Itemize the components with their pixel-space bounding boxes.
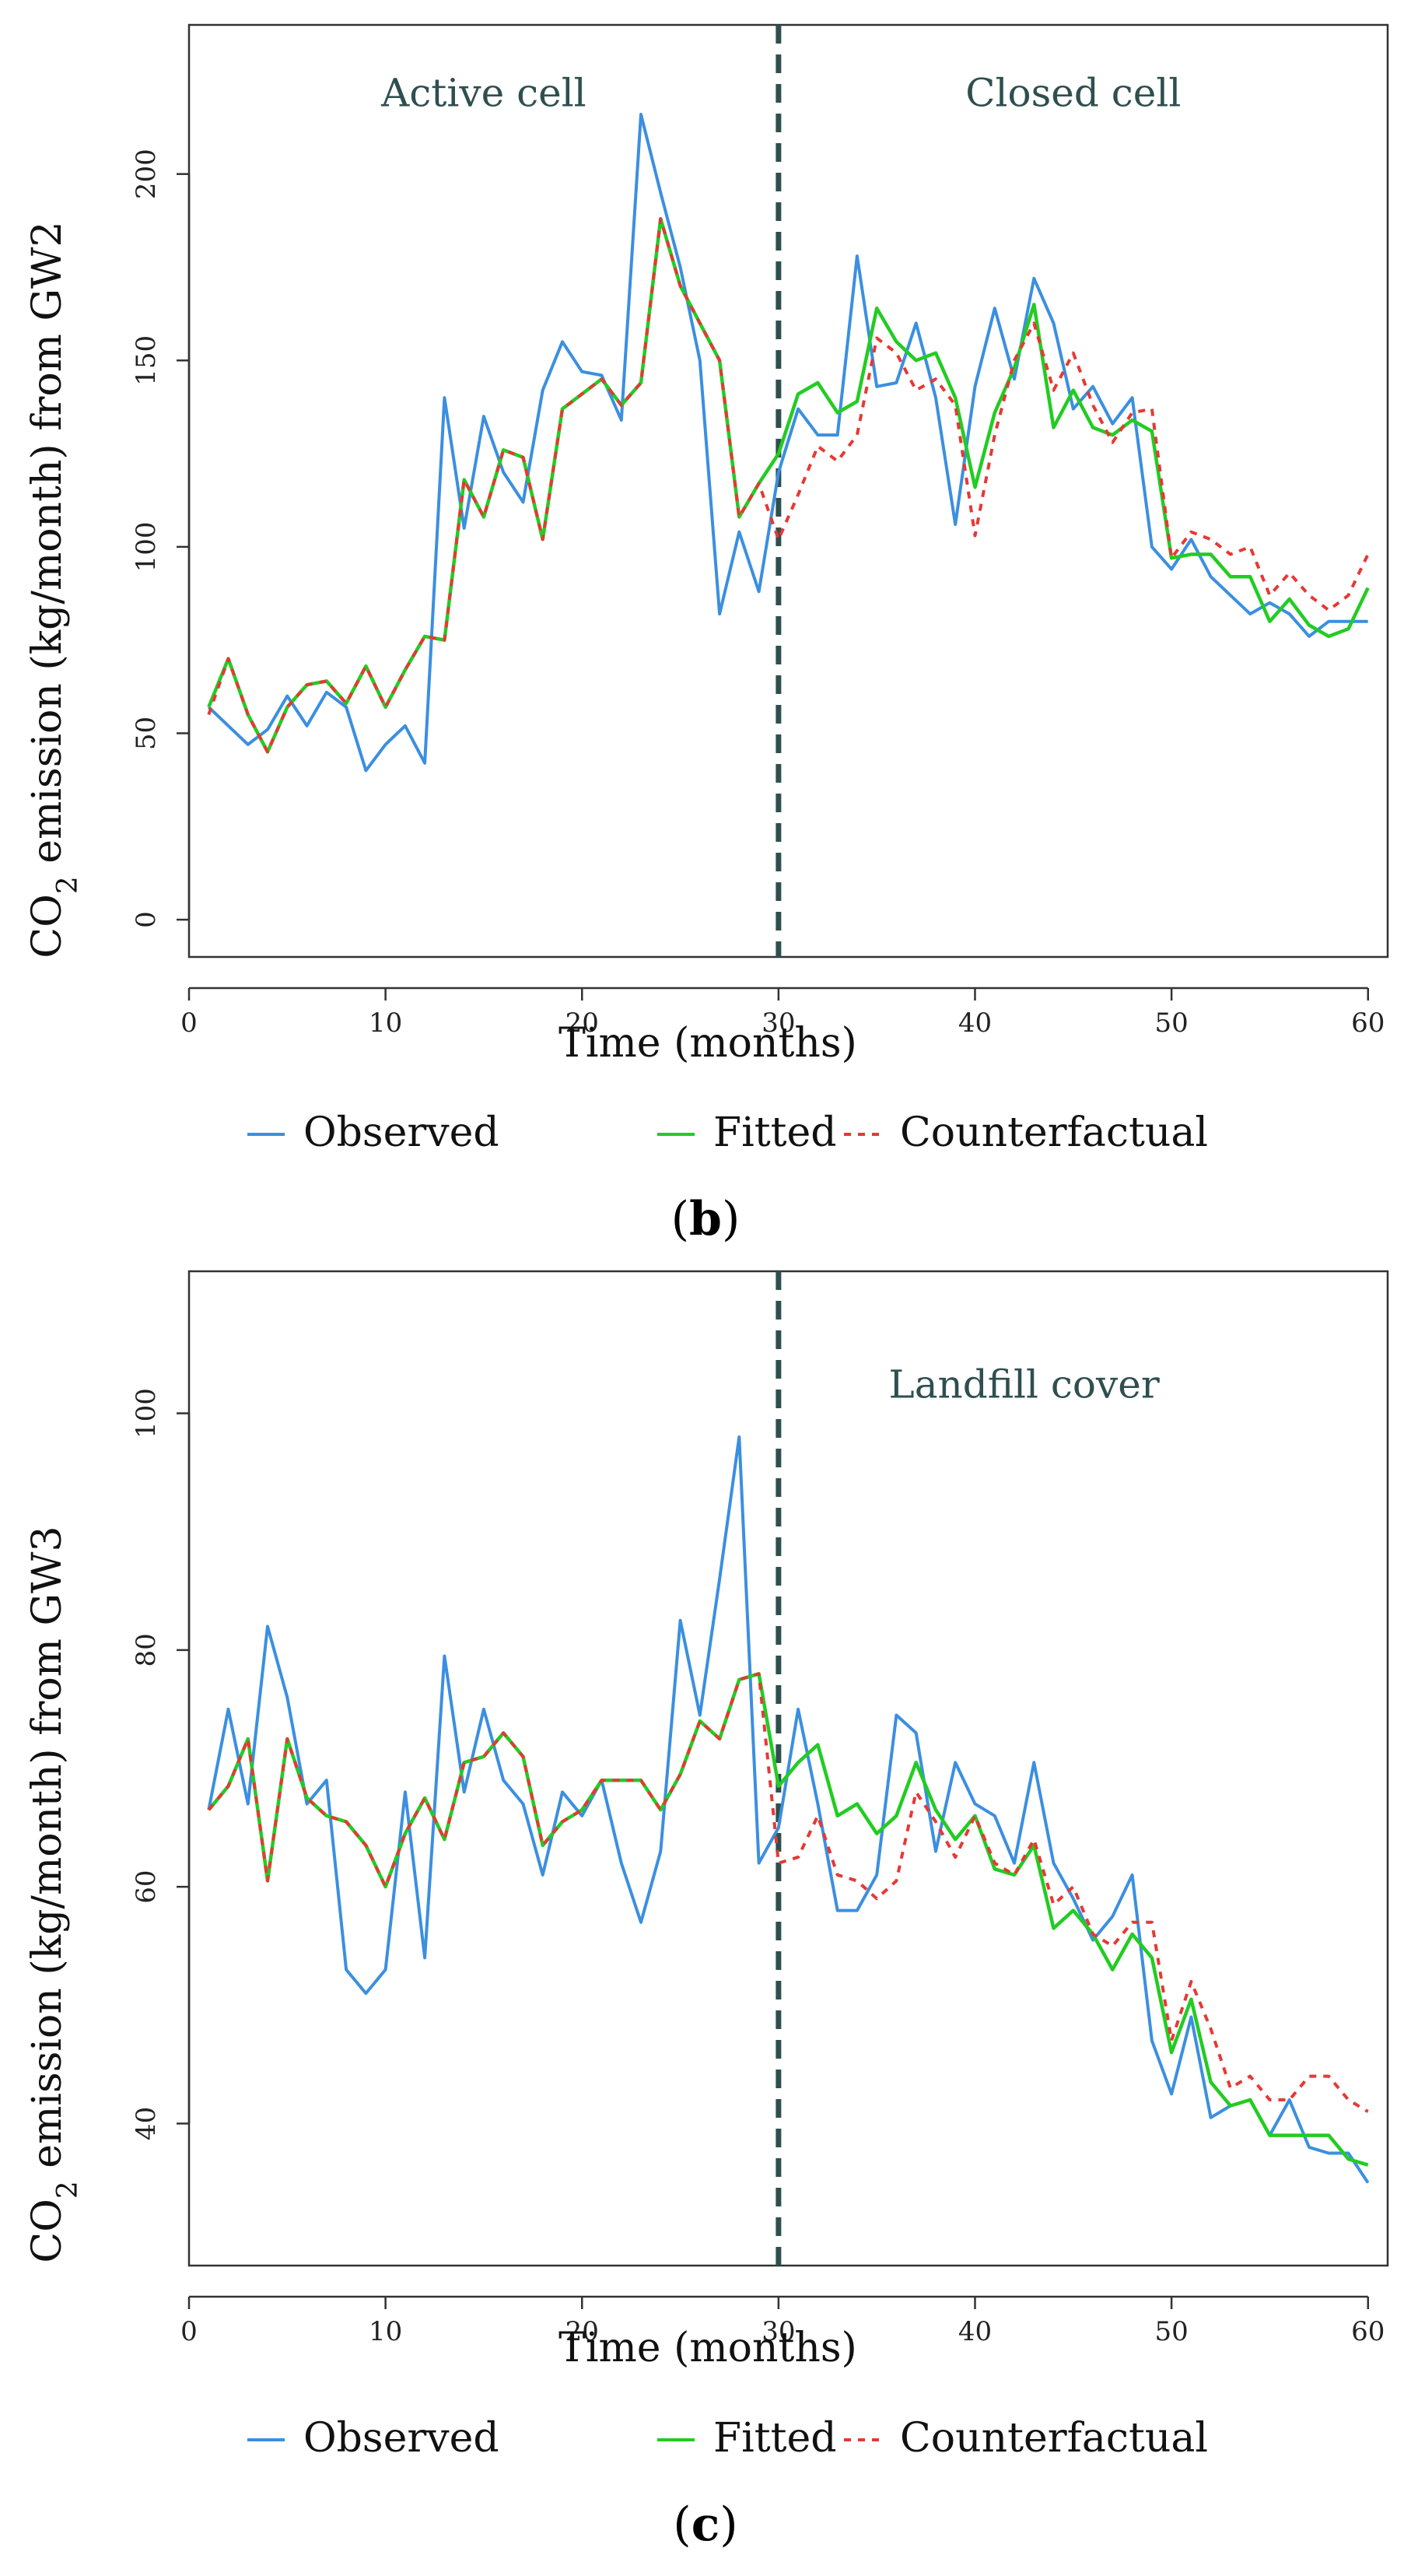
chart-c-x-tick-label: 60: [1351, 2316, 1385, 2347]
chart-c-x-tick-label: 40: [958, 2316, 992, 2347]
chart-b-series-observed: [207, 113, 1368, 773]
chart-b-x-tick-label: 60: [1351, 1008, 1385, 1039]
legend-b-label-counterfactual: Counterfactual: [900, 1109, 1208, 1156]
legend-c-label-observed: Observed: [303, 2415, 499, 2462]
chart-b-y-tick-label: 50: [131, 717, 162, 750]
chart-b-ylabel: CO2 emission (kg/month) from GW2: [24, 221, 84, 958]
chart-c-y-tick-label: 40: [131, 2107, 162, 2140]
chart-b-x-tick-label: 30: [762, 1008, 795, 1039]
chart-c-y-tick-label: 100: [131, 1388, 162, 1439]
panel-label-b: (b): [671, 1192, 741, 1246]
chart-b-xlabel: Time (months): [558, 1020, 857, 1067]
chart-b-x-tick-label: 0: [180, 1008, 198, 1039]
chart-c-x-tick-label: 30: [762, 2316, 795, 2347]
chart-b-y-tick-label: 0: [131, 911, 162, 928]
chart-c-x-tick-label: 10: [369, 2316, 402, 2347]
legend-b-label-fitted: Fitted: [713, 1109, 837, 1156]
chart-panel-c: 0 10 20 30 40 50 60 40 60 80 100 Landfill cover Tim…: [24, 1270, 1389, 2552]
chart-c-legend: Observed Fitted Counterfactual: [247, 2415, 1208, 2462]
legend-c-label-fitted: Fitted: [713, 2415, 837, 2462]
chart-c-annotation-1: Landfill cover: [888, 1362, 1159, 1407]
legend-b-label-observed: Observed: [303, 1109, 499, 1156]
chart-c-x-tick-label: 0: [180, 2316, 198, 2347]
chart-c-x-tick-label: 50: [1154, 2316, 1188, 2347]
chart-b-plot-frame: [187, 23, 1389, 959]
chart-c-series-counterfactual: [207, 1672, 1369, 2113]
chart-c-y-tick-label: 80: [131, 1633, 162, 1667]
chart-c-xlabel: Time (months): [558, 2325, 857, 2371]
chart-b-x-tick-label: 20: [565, 1008, 599, 1039]
chart-b-marks: 0 10 20 30 40 50 60 0 50 100 150 200 Active cell Clos…: [131, 23, 1389, 1039]
chart-b-series-fitted: [207, 216, 1370, 754]
chart-b-y-tick-label: 100: [131, 521, 162, 572]
chart-panel-b: 0 10 20 30 40 50 60 0 50 100 150 200 Active cell Clos…: [24, 23, 1389, 1246]
chart-c-ylabel: CO2 emission (kg/month) from GW3: [24, 1526, 84, 2262]
chart-c-y-tick-label: 60: [131, 1870, 162, 1904]
legend-c-label-counterfactual: Counterfactual: [900, 2415, 1208, 2462]
chart-b-x-tick-label: 50: [1154, 1008, 1188, 1039]
chart-b-x-tick-label: 40: [958, 1008, 992, 1039]
chart-b-x-tick-label: 10: [369, 1008, 402, 1039]
chart-b-y-tick-label: 150: [131, 335, 162, 386]
chart-b-legend: Observed Fitted Counterfactual: [247, 1109, 1208, 1156]
chart-b-annotation-2: Closed cell: [965, 70, 1181, 115]
chart-c-marks: 0 10 20 30 40 50 60 40 60 80 100 Landfill cover: [131, 1270, 1389, 2347]
chart-b-series-counterfactual: [207, 217, 1370, 754]
chart-c-series-fitted: [207, 1672, 1369, 2167]
chart-c-series-observed: [207, 1435, 1370, 2184]
chart-b-annotation-1: Active cell: [380, 70, 586, 115]
panel-label-c: (c): [673, 2497, 737, 2552]
chart-b-y-tick-label: 200: [131, 149, 162, 199]
chart-c-x-tick-label: 20: [565, 2316, 599, 2347]
